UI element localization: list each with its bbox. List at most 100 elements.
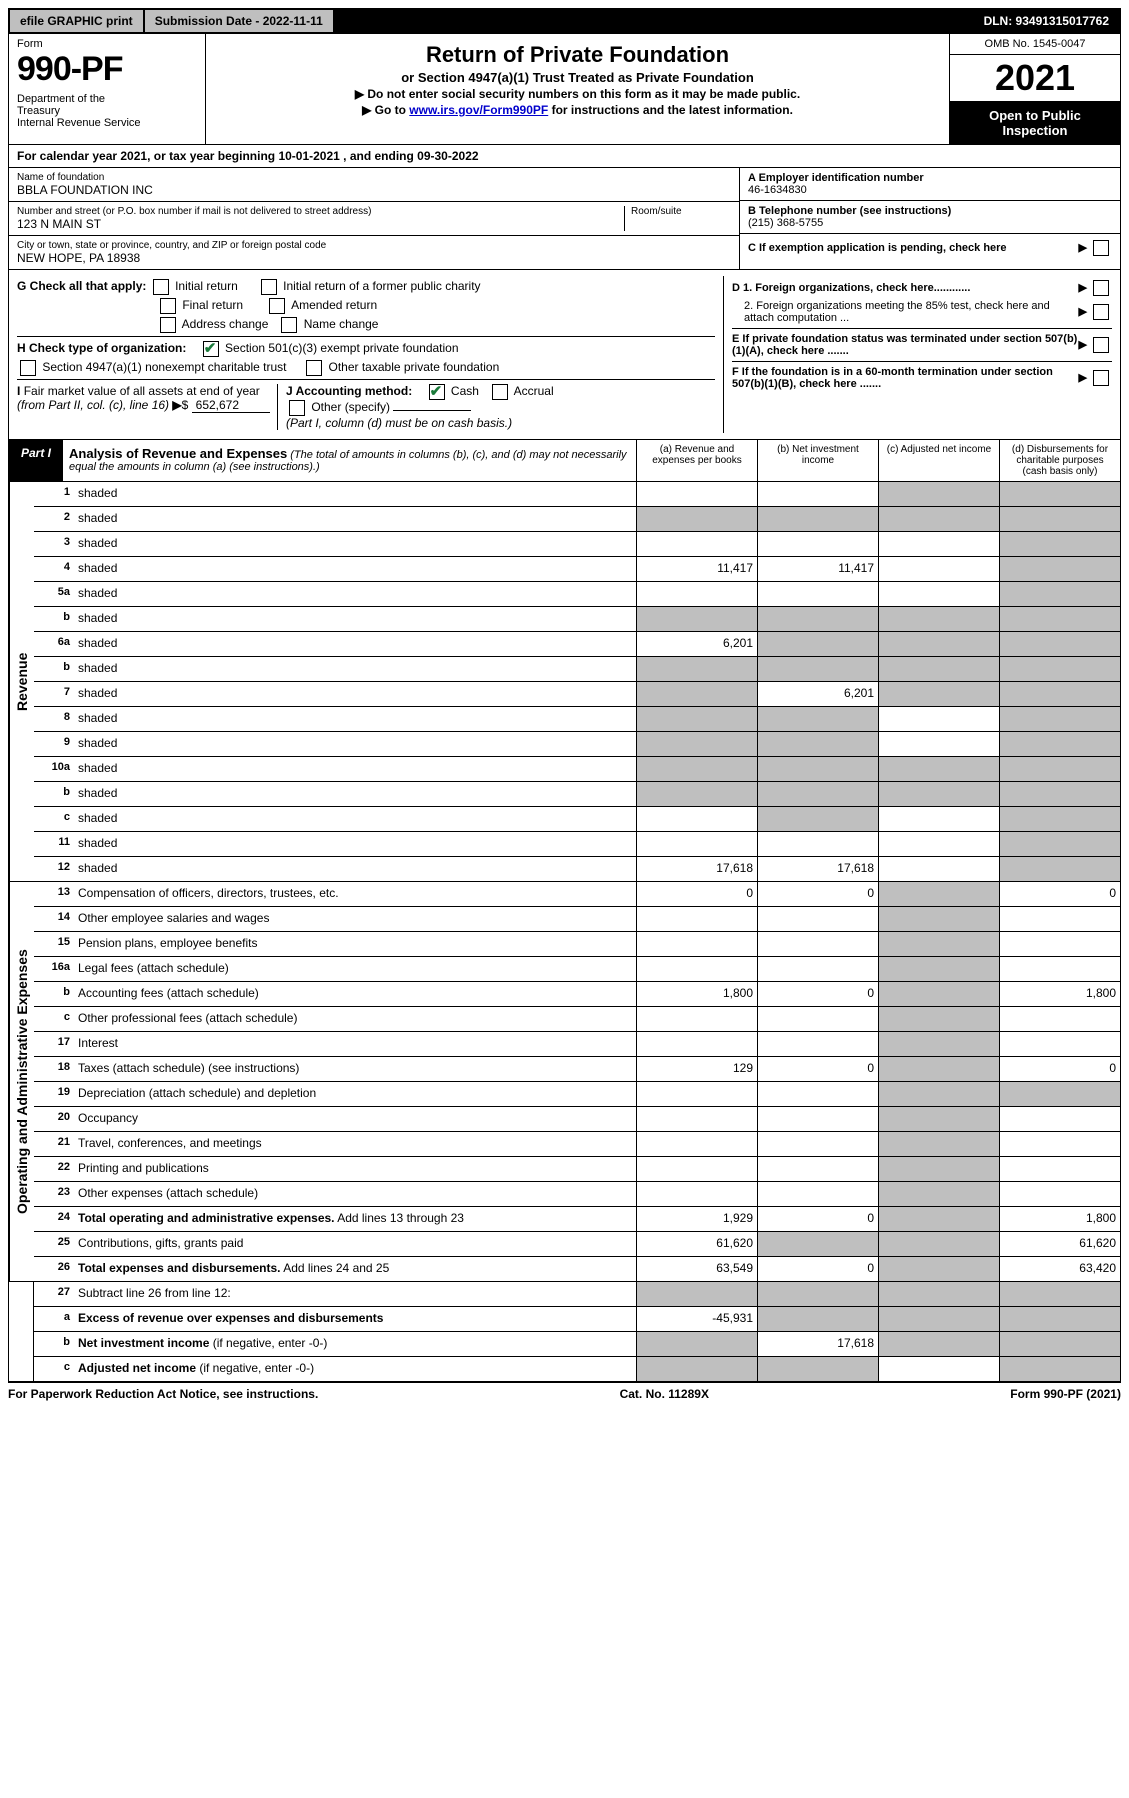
cell-value xyxy=(636,932,757,956)
table-row: 24Total operating and administrative exp… xyxy=(34,1207,1120,1232)
cell-value xyxy=(878,857,999,881)
j-other-checkbox[interactable] xyxy=(289,400,305,416)
cell-shaded xyxy=(878,1257,999,1281)
cell-value xyxy=(636,1132,757,1156)
row-desc: Other employee salaries and wages xyxy=(74,907,636,931)
g-final-return[interactable] xyxy=(160,298,176,314)
h-other-checkbox[interactable] xyxy=(306,360,322,376)
cell-value xyxy=(999,957,1120,981)
cell-value: 6,201 xyxy=(636,632,757,656)
cell-shaded xyxy=(636,607,757,631)
row-desc: shaded xyxy=(74,807,636,831)
g-address-change[interactable] xyxy=(160,317,176,333)
cell-shaded xyxy=(878,932,999,956)
table-row: 19Depreciation (attach schedule) and dep… xyxy=(34,1082,1120,1107)
row-num: 4 xyxy=(34,557,74,581)
d1-label: D 1. Foreign organizations, check here..… xyxy=(732,282,1078,294)
table-row: cOther professional fees (attach schedul… xyxy=(34,1007,1120,1032)
cell-value: 0 xyxy=(757,1057,878,1081)
row-num: 19 xyxy=(34,1082,74,1106)
cell-shaded xyxy=(999,1282,1120,1306)
revenue-sidelabel: Revenue xyxy=(9,482,34,881)
cell-shaded xyxy=(999,807,1120,831)
row-num: 17 xyxy=(34,1032,74,1056)
street-address: 123 N MAIN ST xyxy=(17,217,624,231)
exemption-label: C If exemption application is pending, c… xyxy=(748,242,1007,254)
row-num: b xyxy=(34,782,74,806)
cell-shaded xyxy=(757,1232,878,1256)
cell-value xyxy=(999,1157,1120,1181)
cell-shaded xyxy=(636,782,757,806)
cell-shaded xyxy=(636,732,757,756)
row-desc: Subtract line 26 from line 12: xyxy=(74,1282,636,1306)
row-desc: Pension plans, employee benefits xyxy=(74,932,636,956)
cell-value xyxy=(878,1357,999,1381)
cell-shaded xyxy=(878,782,999,806)
row-num: b xyxy=(34,607,74,631)
cell-value xyxy=(757,1182,878,1206)
g-initial-public[interactable] xyxy=(261,279,277,295)
cell-shaded xyxy=(636,707,757,731)
table-row: 13Compensation of officers, directors, t… xyxy=(34,882,1120,907)
cell-value xyxy=(636,832,757,856)
d2-checkbox[interactable] xyxy=(1093,304,1109,320)
cell-value xyxy=(757,1032,878,1056)
table-row: 27Subtract line 26 from line 12: xyxy=(34,1282,1120,1307)
cell-shaded xyxy=(878,1232,999,1256)
g-label: G Check all that apply: xyxy=(17,279,146,293)
cell-shaded xyxy=(999,657,1120,681)
row-num: 23 xyxy=(34,1182,74,1206)
exemption-checkbox[interactable] xyxy=(1093,240,1109,256)
cell-value: 0 xyxy=(999,1057,1120,1081)
cell-value xyxy=(757,532,878,556)
cell-value xyxy=(999,1182,1120,1206)
j-note: (Part I, column (d) must be on cash basi… xyxy=(286,416,512,430)
g-amended-return[interactable] xyxy=(269,298,285,314)
row-num: 27 xyxy=(34,1282,74,1306)
row-num: 11 xyxy=(34,832,74,856)
tax-year: 2021 xyxy=(950,55,1120,102)
g-initial-return[interactable] xyxy=(153,279,169,295)
row-num: 24 xyxy=(34,1207,74,1231)
row-desc: Legal fees (attach schedule) xyxy=(74,957,636,981)
table-row: 10ashaded xyxy=(34,757,1120,782)
d1-checkbox[interactable] xyxy=(1093,280,1109,296)
col-b-header: (b) Net investment income xyxy=(757,440,878,481)
cell-shaded xyxy=(999,507,1120,531)
cell-value xyxy=(878,832,999,856)
efile-button[interactable]: efile GRAPHIC print xyxy=(10,10,143,32)
table-row: 21Travel, conferences, and meetings xyxy=(34,1132,1120,1157)
h-501c3-checkbox[interactable] xyxy=(203,341,219,357)
cell-value xyxy=(636,582,757,606)
j-cash-checkbox[interactable] xyxy=(429,384,445,400)
table-row: 11shaded xyxy=(34,832,1120,857)
table-row: bshaded xyxy=(34,607,1120,632)
d2-label: 2. Foreign organizations meeting the 85%… xyxy=(732,300,1078,324)
cell-shaded xyxy=(636,1357,757,1381)
f-checkbox[interactable] xyxy=(1093,370,1109,386)
cell-shaded xyxy=(757,1307,878,1331)
row-num: 12 xyxy=(34,857,74,881)
city-state-zip: NEW HOPE, PA 18938 xyxy=(17,251,731,265)
cell-shaded xyxy=(757,1357,878,1381)
cell-shaded xyxy=(878,1082,999,1106)
row-num: b xyxy=(34,657,74,681)
cell-shaded xyxy=(878,507,999,531)
row-desc: shaded xyxy=(74,707,636,731)
cell-shaded xyxy=(999,632,1120,656)
row-desc: shaded xyxy=(74,657,636,681)
j-label: J Accounting method: xyxy=(286,384,412,398)
irs-link[interactable]: www.irs.gov/Form990PF xyxy=(409,103,548,117)
table-row: 3shaded xyxy=(34,532,1120,557)
row-num: c xyxy=(34,807,74,831)
cell-value xyxy=(757,907,878,931)
g-name-change[interactable] xyxy=(281,317,297,333)
cell-value: -45,931 xyxy=(636,1307,757,1331)
j-accrual-checkbox[interactable] xyxy=(492,384,508,400)
cell-value xyxy=(636,1032,757,1056)
cell-shaded xyxy=(636,657,757,681)
e-checkbox[interactable] xyxy=(1093,337,1109,353)
i-value: 652,672 xyxy=(192,398,270,413)
cell-shaded xyxy=(999,582,1120,606)
h-4947-checkbox[interactable] xyxy=(20,360,36,376)
